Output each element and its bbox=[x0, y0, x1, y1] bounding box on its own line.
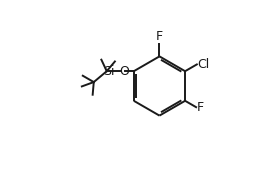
Text: Si: Si bbox=[103, 65, 115, 78]
Text: F: F bbox=[156, 30, 163, 43]
Text: O: O bbox=[119, 65, 129, 78]
Text: F: F bbox=[197, 101, 204, 114]
Text: Cl: Cl bbox=[198, 58, 210, 71]
